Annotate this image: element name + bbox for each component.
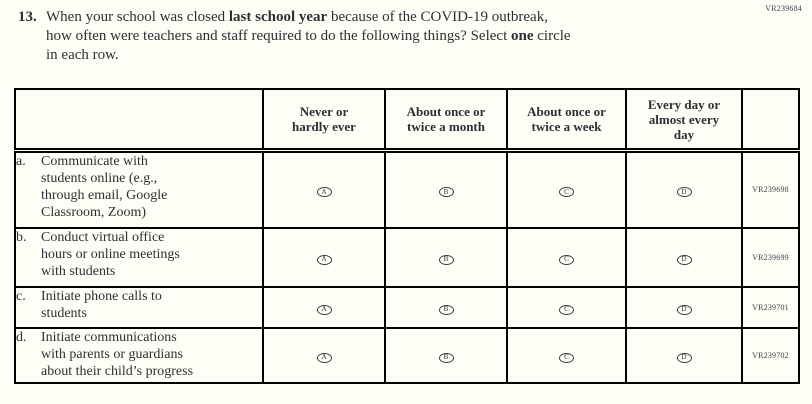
row-item-label: b. Conduct virtual office hours or onlin… <box>14 226 264 288</box>
option-cell: D <box>625 285 743 329</box>
header-row: Never or hardly ever About once or twice… <box>14 88 800 153</box>
row-accession-code: VR239701 <box>741 285 800 329</box>
answer-oval-d[interactable]: D <box>676 352 692 363</box>
option-cell: D <box>625 149 743 229</box>
option-cell: B <box>384 285 508 329</box>
answer-oval-c[interactable]: C <box>559 187 574 198</box>
question-line-3: in each row. <box>46 47 119 63</box>
answer-oval-c[interactable]: C <box>559 304 574 315</box>
answer-oval-c[interactable]: C <box>559 352 574 363</box>
answer-oval-d[interactable]: D <box>676 187 692 198</box>
page-accession-code: VR239684 <box>765 4 802 13</box>
row-accession-code: VR239698 <box>741 149 800 229</box>
item-letter: b. <box>16 229 27 245</box>
answer-oval-d[interactable]: D <box>676 254 692 265</box>
table-row-a: a. Communicate with students online (e.g… <box>14 149 800 229</box>
table-row-d: d. Initiate communications with parents … <box>14 326 800 384</box>
option-cell: D <box>625 326 743 384</box>
question-line2-post: circle <box>533 28 571 44</box>
option-cell: C <box>506 326 627 384</box>
option-cell: A <box>262 149 386 229</box>
answer-oval-a[interactable]: A <box>316 254 332 265</box>
question-line2-bold: one <box>511 28 534 44</box>
answer-oval-a[interactable]: A <box>316 187 332 198</box>
option-cell: C <box>506 285 627 329</box>
answer-oval-d[interactable]: D <box>676 304 692 315</box>
column-header-once-week: About once or twice a week <box>506 88 627 153</box>
row-accession-code: VR239699 <box>741 226 800 288</box>
option-cell: A <box>262 226 386 288</box>
question-line-1: When your school was closed last school … <box>46 8 571 27</box>
item-text: Initiate phone calls to students <box>41 288 162 321</box>
option-cell: B <box>384 326 508 384</box>
table-row-b: b. Conduct virtual office hours or onlin… <box>14 226 800 288</box>
answer-oval-b[interactable]: B <box>438 187 454 198</box>
column-header-never: Never or hardly ever <box>262 88 386 153</box>
column-header-every-day: Every day or almost every day <box>625 88 743 153</box>
answer-oval-a[interactable]: A <box>316 304 332 315</box>
question-line-2: how often were teachers and staff requir… <box>46 27 571 46</box>
question-line2-pre: how often were teachers and staff requir… <box>46 28 511 44</box>
response-matrix-table: Never or hardly ever About once or twice… <box>14 88 800 384</box>
row-accession-code: VR239702 <box>741 326 800 384</box>
question-line1-post: because of the COVID-19 outbreak, <box>327 9 548 25</box>
option-cell: B <box>384 149 508 229</box>
row-item-label: a. Communicate with students online (e.g… <box>14 149 264 229</box>
option-cell: C <box>506 226 627 288</box>
question-text: When your school was closed last school … <box>46 8 571 65</box>
option-cell: D <box>625 226 743 288</box>
item-letter: d. <box>16 329 27 345</box>
question-line1-pre: When your school was closed <box>46 9 229 25</box>
answer-oval-b[interactable]: B <box>438 304 454 315</box>
item-text: Conduct virtual office hours or online m… <box>41 229 180 279</box>
table-row-c: c. Initiate phone calls to students A B … <box>14 285 800 329</box>
option-cell: A <box>262 285 386 329</box>
question-number: 13. <box>18 9 37 25</box>
option-cell: C <box>506 149 627 229</box>
answer-oval-b[interactable]: B <box>438 254 454 265</box>
answer-oval-b[interactable]: B <box>438 352 454 363</box>
item-text: Communicate with students online (e.g., … <box>41 154 168 220</box>
question-line1-bold: last school year <box>228 9 328 25</box>
answer-oval-a[interactable]: A <box>316 352 332 363</box>
question-block: 13. When your school was closed last sch… <box>18 8 571 65</box>
row-item-label: c. Initiate phone calls to students <box>14 285 264 329</box>
option-cell: A <box>262 326 386 384</box>
header-stub-cell <box>14 88 264 153</box>
header-code-cell <box>741 88 800 153</box>
row-item-label: d. Initiate communications with parents … <box>14 326 264 384</box>
item-letter: a. <box>16 154 26 169</box>
item-text: Initiate communications with parents or … <box>41 329 194 379</box>
item-letter: c. <box>16 288 26 304</box>
answer-oval-c[interactable]: C <box>559 254 574 265</box>
option-cell: B <box>384 226 508 288</box>
column-header-once-month: About once or twice a month <box>384 88 508 153</box>
